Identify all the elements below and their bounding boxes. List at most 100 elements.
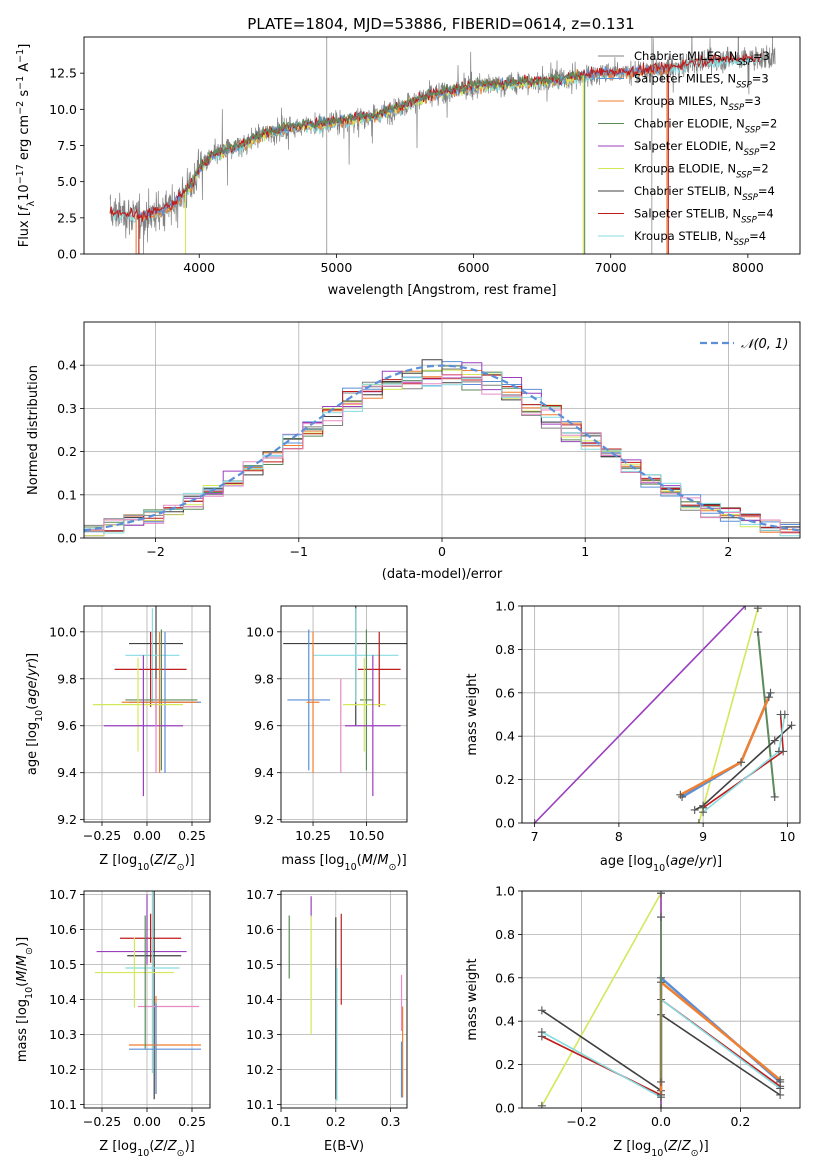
- x-axis-label: age [log10(age/yr)]: [600, 854, 722, 874]
- figure-title: PLATE=1804, MJD=53886, FIBERID=0614, z=0…: [247, 15, 634, 33]
- mass-weight-line: [756, 631, 776, 798]
- y-tick-label: 0.1: [57, 487, 77, 502]
- plus-marker: [657, 1090, 665, 1099]
- x-tick-label: 10.50: [349, 828, 385, 843]
- y-tick-label: 0.2: [495, 1057, 515, 1072]
- axes-frame: [521, 605, 801, 824]
- panel-mass_vs_Z: −0.25 0.00 0.25 10.1 10.2 10.3 10.4 10.5 10.6 10.…: [15, 887, 211, 1159]
- plus-marker: [657, 1104, 665, 1108]
- y-tick-label: 0.2: [57, 444, 77, 459]
- x-tick-label: 0.00: [133, 1114, 161, 1129]
- x-tick-label: −0.2: [566, 1114, 596, 1129]
- axes-frame: [280, 890, 408, 1109]
- x-tick-label: 7000: [595, 260, 627, 275]
- x-axis-label: Z [log10(Z/Z⊙)]: [99, 1139, 194, 1159]
- plus-marker: [741, 606, 750, 610]
- y-tick-label: 0.0: [495, 1101, 515, 1116]
- y-tick-label: 9.2: [57, 812, 77, 827]
- gaussian-curve: [84, 364, 800, 532]
- x-tick-label: −1: [290, 544, 308, 559]
- y-tick-label: 10.7: [49, 887, 77, 902]
- plus-marker: [764, 693, 773, 702]
- y-axis-label: mass weight: [465, 958, 480, 1040]
- plot-area-age_vs_mass: [283, 606, 407, 797]
- y-axis-label: Normed distribution: [26, 365, 41, 495]
- x-axis-label: mass [log10(M/M⊙)]: [281, 853, 406, 873]
- x-tick-label: 0.00: [133, 828, 161, 843]
- y-tick-label: 9.4: [254, 765, 274, 780]
- mass-weight-line: [694, 724, 793, 811]
- plot-area-mass_vs_Z: [94, 891, 201, 1100]
- legend-label: Chabrier STELIB, NSSP=4: [634, 184, 775, 203]
- y-tick-label: 2.5: [57, 210, 77, 225]
- legend-label: Salpeter MILES, NSSP=3: [634, 72, 769, 91]
- axes-frame: [521, 890, 801, 1109]
- y-tick-label: 10.3: [49, 1027, 77, 1042]
- x-axis-label: (data-model)/error: [382, 567, 503, 582]
- y-tick-label: 10.0: [49, 102, 77, 117]
- y-tick-label: 1.0: [495, 884, 515, 899]
- panel-age_vs_Z: −0.25 0.00 0.25 9.2 9.4 9.6 9.8 10.0 Z [log10(Z/…: [25, 605, 211, 873]
- y-tick-label: 0.8: [495, 927, 515, 942]
- mass-weight-line: [534, 606, 746, 823]
- x-tick-label: 0: [438, 544, 446, 559]
- panel-spectrum: 4000 5000 6000 7000 8000 0.0 2.5 5.0 7.5 10.0 12.5…: [15, 36, 801, 298]
- spectrum-model-line: [185, 70, 584, 193]
- x-axis-label: E(B-V): [324, 1139, 364, 1154]
- legend-label: Salpeter ELODIE, NSSP=2: [634, 139, 776, 158]
- y-tick-label: 9.6: [254, 718, 274, 733]
- spectrum-legend: Chabrier MILES, NSSP=3 Salpeter MILES, NS…: [598, 49, 777, 248]
- mass-weight-line: [541, 891, 662, 1108]
- y-tick-label: 10.2: [246, 1062, 274, 1077]
- axes-frame: [280, 605, 408, 823]
- x-tick-label: 1: [581, 544, 589, 559]
- x-tick-label: 2: [724, 544, 732, 559]
- plus-marker: [537, 1028, 546, 1037]
- y-axis-label: Flux [fλ10−17 erg cm−2 s−1 A−1]: [15, 44, 37, 248]
- x-axis-label: wavelength [Angstrom, rest frame]: [328, 283, 557, 298]
- legend-label: Kroupa STELIB, NSSP=4: [634, 229, 766, 248]
- x-tick-label: 8: [615, 829, 623, 844]
- legend-label: Chabrier MILES, NSSP=3: [634, 49, 770, 68]
- y-tick-label: 0.0: [57, 247, 77, 262]
- y-tick-label: 9.4: [57, 765, 77, 780]
- legend-label: Chabrier ELODIE, NSSP=2: [634, 117, 777, 136]
- y-tick-label: 10.4: [246, 992, 274, 1007]
- y-tick-label: 9.2: [254, 812, 274, 827]
- y-tick-label: 0.4: [495, 729, 515, 744]
- mass-weight-line: [681, 692, 772, 799]
- legend-label: 𝒩(0, 1): [741, 337, 788, 352]
- y-tick-label: 0.0: [495, 816, 515, 831]
- y-tick-label: 10.4: [49, 992, 77, 1007]
- y-tick-label: 0.4: [57, 358, 77, 373]
- spectrum-model-line: [185, 72, 584, 195]
- x-tick-label: −2: [146, 544, 164, 559]
- plus-marker: [766, 688, 775, 697]
- plus-marker: [537, 1101, 546, 1108]
- x-tick-label: 0.0: [651, 1114, 671, 1129]
- x-tick-label: 0.25: [178, 1114, 206, 1129]
- y-tick-label: 12.5: [49, 66, 77, 81]
- legend-label: Kroupa ELODIE, NSSP=2: [634, 162, 769, 181]
- mass-weight-line: [679, 696, 770, 796]
- plus-marker: [770, 792, 779, 801]
- plus-marker: [780, 710, 789, 719]
- plus-marker: [737, 758, 746, 767]
- y-tick-label: 0.0: [57, 531, 77, 546]
- panel-massweight_vs_age: 7 8 9 10 0.0 0.2 0.4 0.6 0.8 1.0 mass weight age [l…: [465, 599, 801, 874]
- plus-marker: [787, 721, 796, 730]
- mass-weight-line: [698, 607, 759, 823]
- x-tick-label: 0.1: [271, 1114, 291, 1129]
- y-tick-label: 10.0: [246, 624, 274, 639]
- y-tick-label: 0.8: [495, 642, 515, 657]
- y-tick-label: 7.5: [57, 138, 77, 153]
- axes-frame: [83, 321, 801, 539]
- x-tick-label: 10: [779, 829, 795, 844]
- y-tick-label: 9.8: [57, 671, 77, 686]
- y-axis-label: age [log10(age/yr)]: [25, 653, 45, 775]
- panel-age_vs_mass: 10.25 10.50 9.2 9.4 9.6 9.8 10.0 mass [log10(M/…: [246, 605, 408, 873]
- panel-residuals: −2 −1 0 1 2 0.0 0.1 0.2 0.3 0.4 (data-model)/error…: [26, 321, 801, 582]
- plus-marker: [657, 891, 665, 898]
- y-tick-label: 10.1: [49, 1097, 77, 1112]
- y-tick-label: 0.2: [495, 772, 515, 787]
